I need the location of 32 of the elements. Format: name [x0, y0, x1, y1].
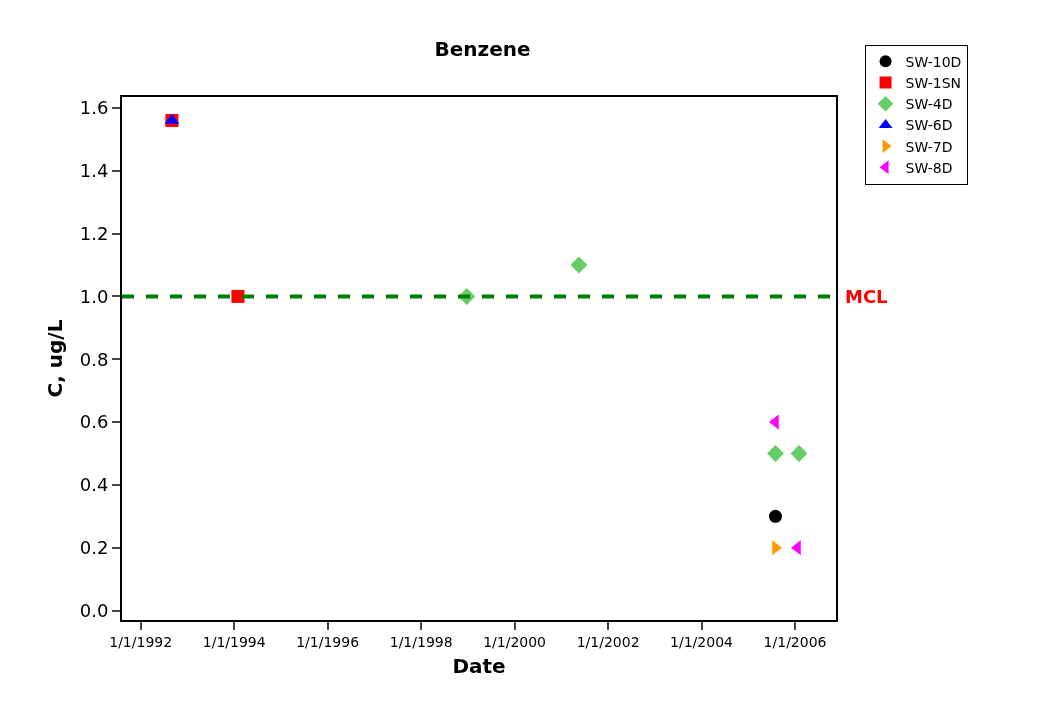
y-tick-label: 1.4: [79, 160, 109, 182]
x-tick-label: 1/1/2002: [576, 633, 640, 650]
x-tick-label: 1/1/1996: [296, 633, 360, 650]
point: [231, 289, 245, 303]
y-tick-label: 0.8: [79, 348, 109, 370]
y-tick-label: 0.2: [79, 537, 109, 559]
legend-label: SW-8D: [905, 159, 953, 176]
y-tick-label: 0.4: [79, 474, 109, 496]
point: [768, 509, 782, 523]
y-tick-label: 0.6: [79, 411, 109, 433]
y-tick-label: 0.0: [79, 599, 109, 621]
x-tick-label: 1/1/2000: [483, 633, 547, 650]
x-axis-title: Date: [452, 653, 506, 678]
x-tick-label: 1/1/1992: [109, 633, 173, 650]
point: [790, 445, 808, 462]
ref-line-label: MCL: [845, 286, 888, 307]
legend-label: SW-6D: [905, 117, 953, 134]
chart-title: Benzene: [434, 37, 531, 62]
x-tick-label: 1/1/1994: [202, 633, 266, 650]
point: [570, 256, 588, 274]
x-tick-label: 1/1/2004: [670, 633, 734, 650]
point: [767, 445, 784, 462]
legend-label: SW-1SN: [905, 74, 962, 91]
legend-label: SW-10D: [905, 53, 962, 70]
legend-label: SW-4D: [905, 96, 953, 113]
legend-label: SW-7D: [905, 138, 953, 155]
y-tick-label: 1.0: [79, 285, 109, 307]
y-axis-title: C, ug/L: [42, 319, 67, 398]
x-tick-label: 1/1/2006: [763, 633, 827, 650]
y-tick-label: 1.2: [79, 222, 109, 244]
y-tick-label: 1.6: [79, 97, 109, 119]
x-tick-label: 1/1/1998: [389, 633, 453, 650]
